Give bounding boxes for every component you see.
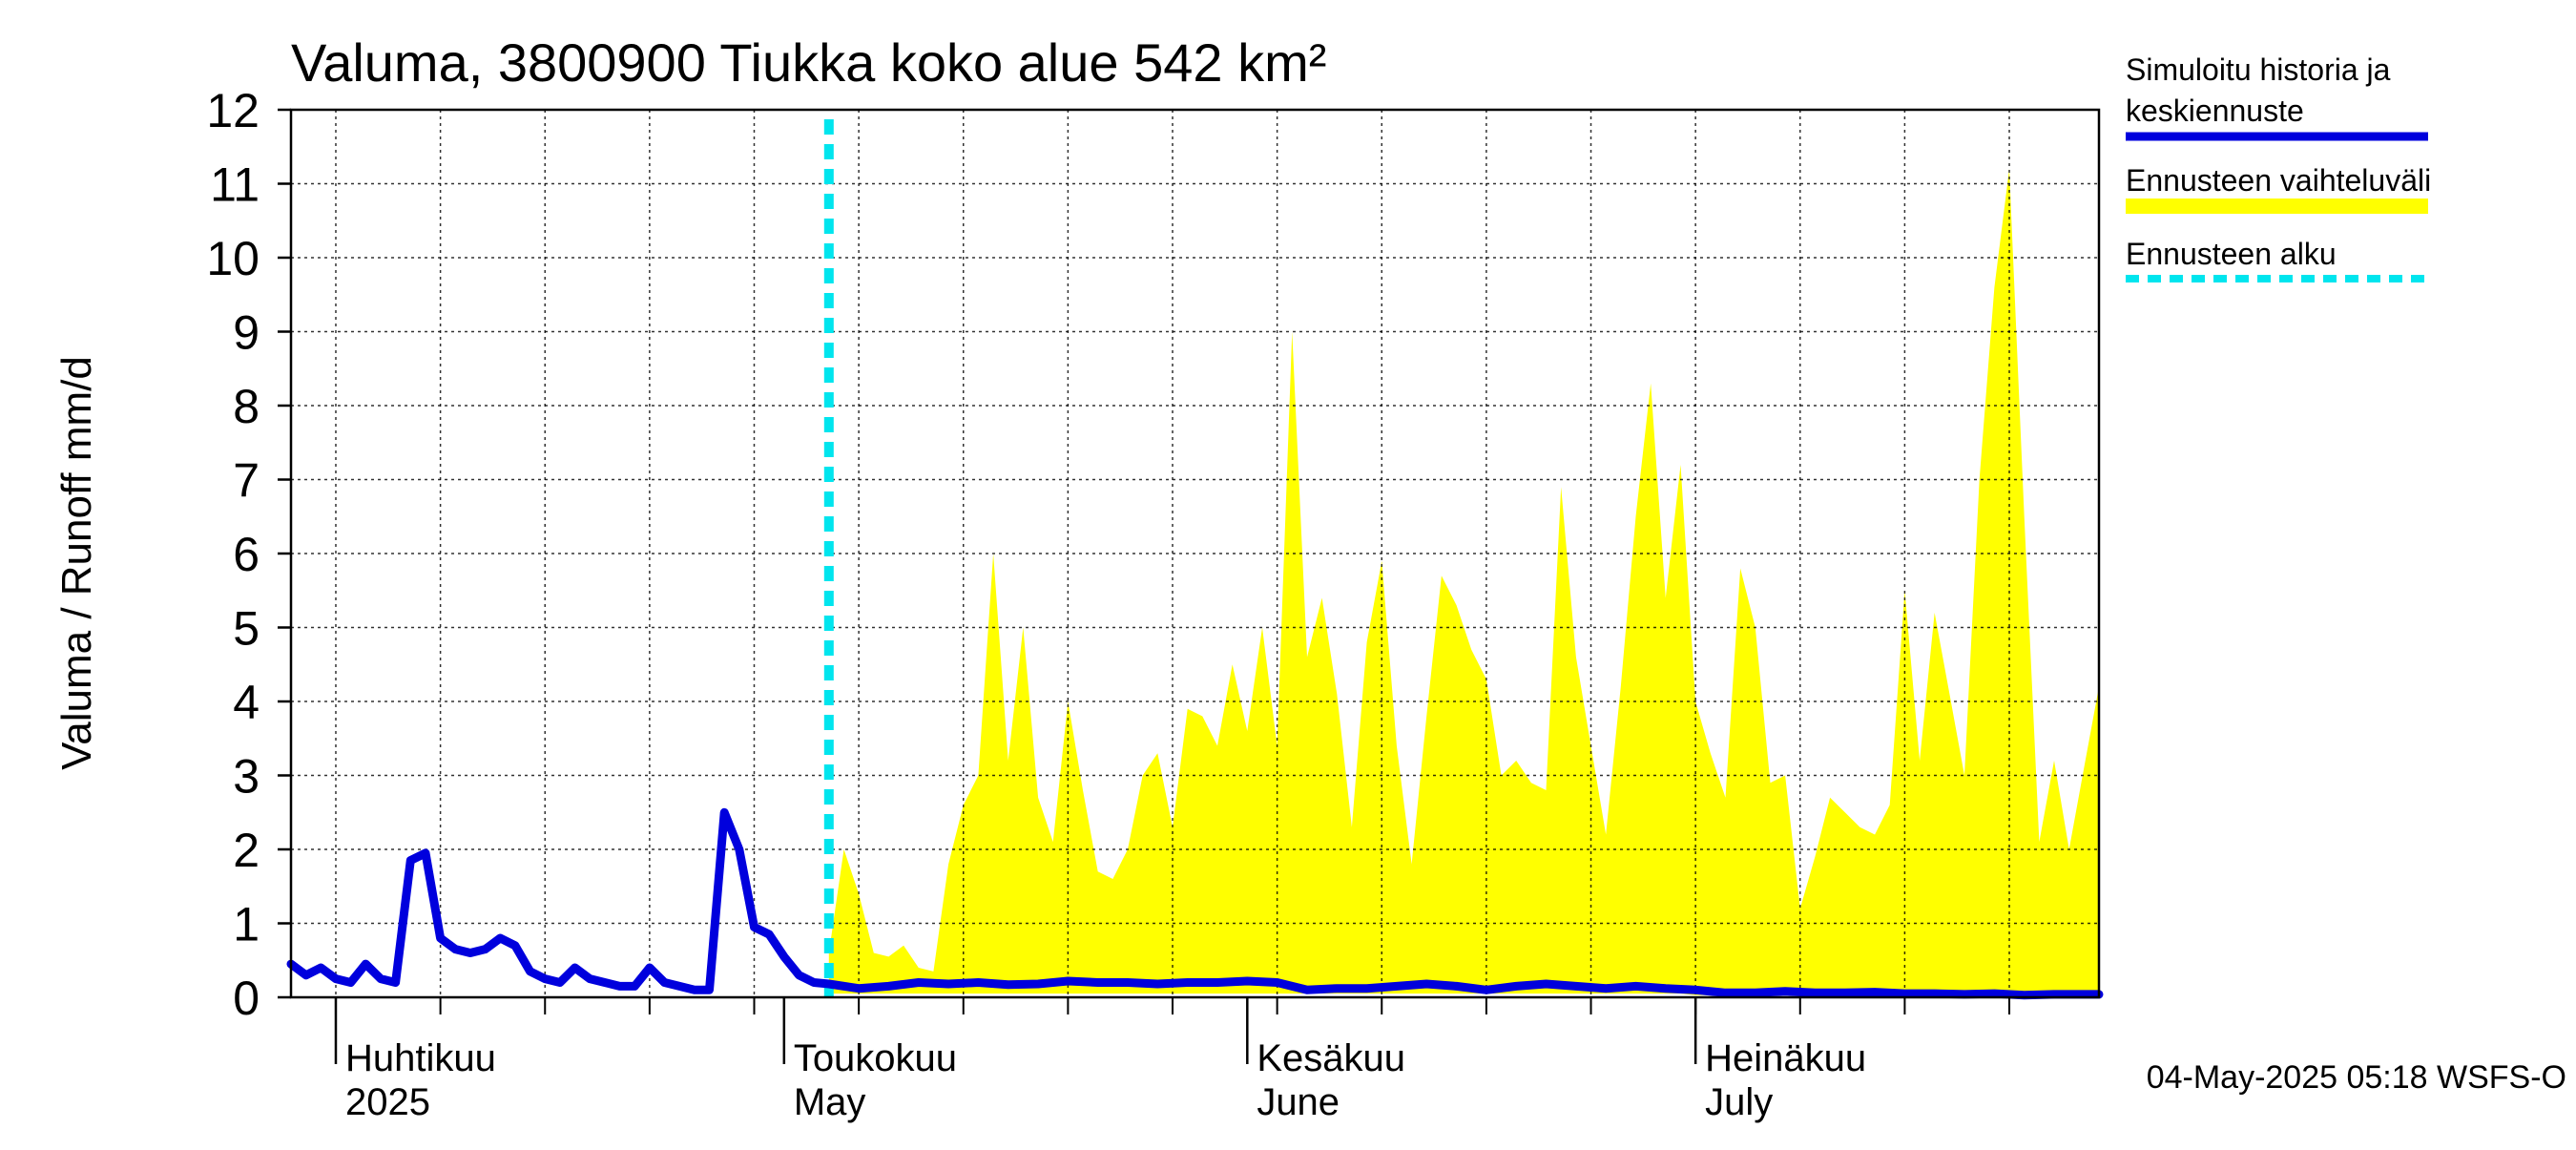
history-mean-line xyxy=(286,807,2104,1000)
y-tick-label: 2 xyxy=(233,824,260,877)
legend-label-history: keskiennuste xyxy=(2126,94,2304,128)
legend: Simuloitu historia ja keskiennuste Ennuste… xyxy=(2126,52,2431,282)
x-month-label: Toukokuu xyxy=(794,1037,957,1079)
y-tick-label: 12 xyxy=(206,84,260,137)
history-line-layer xyxy=(286,807,2104,1000)
y-axis-label: Valuma / Runoff mm/d xyxy=(53,356,100,770)
y-tick-label: 3 xyxy=(233,750,260,804)
forecast-range-layer xyxy=(828,169,2099,995)
footer-timestamp: 04-May-2025 05:18 WSFS-O xyxy=(2147,1059,2566,1096)
x-month-label-secondary: May xyxy=(794,1081,866,1123)
chart-title: Valuma, 3800900 Tiukka koko alue 542 km² xyxy=(291,32,1326,93)
y-tick-label: 0 xyxy=(233,972,260,1025)
y-tick-label: 8 xyxy=(233,380,260,433)
x-month-label: Heinäkuu xyxy=(1705,1037,1866,1079)
x-month-label: Huhtikuu xyxy=(345,1037,496,1079)
y-tick-label: 7 xyxy=(233,454,260,508)
legend-label-forecast-start: Ennusteen alku xyxy=(2126,237,2337,271)
y-tick-label: 10 xyxy=(206,232,260,285)
legend-swatch-range xyxy=(2126,199,2428,214)
y-tick-label: 11 xyxy=(210,158,260,212)
y-tick-label: 9 xyxy=(233,306,260,360)
grid-layer xyxy=(291,109,2099,998)
legend-label-range: Ennusteen vaihteluväli xyxy=(2126,163,2431,198)
x-month-label-secondary: June xyxy=(1257,1081,1340,1123)
y-tick-label: 5 xyxy=(233,602,260,656)
y-tick-label: 4 xyxy=(233,676,260,729)
x-month-label-secondary: 2025 xyxy=(345,1081,430,1123)
y-tick-label: 1 xyxy=(233,898,260,951)
y-tick-label: 6 xyxy=(233,528,260,581)
legend-label-history: Simuloitu historia ja xyxy=(2126,52,2391,87)
x-month-label: Kesäkuu xyxy=(1257,1037,1405,1079)
axes-layer: 0123456789101112Huhtikuu2025ToukokuuMayK… xyxy=(206,84,2101,1123)
x-month-label-secondary: July xyxy=(1705,1081,1773,1123)
forecast-range-band xyxy=(828,169,2099,995)
